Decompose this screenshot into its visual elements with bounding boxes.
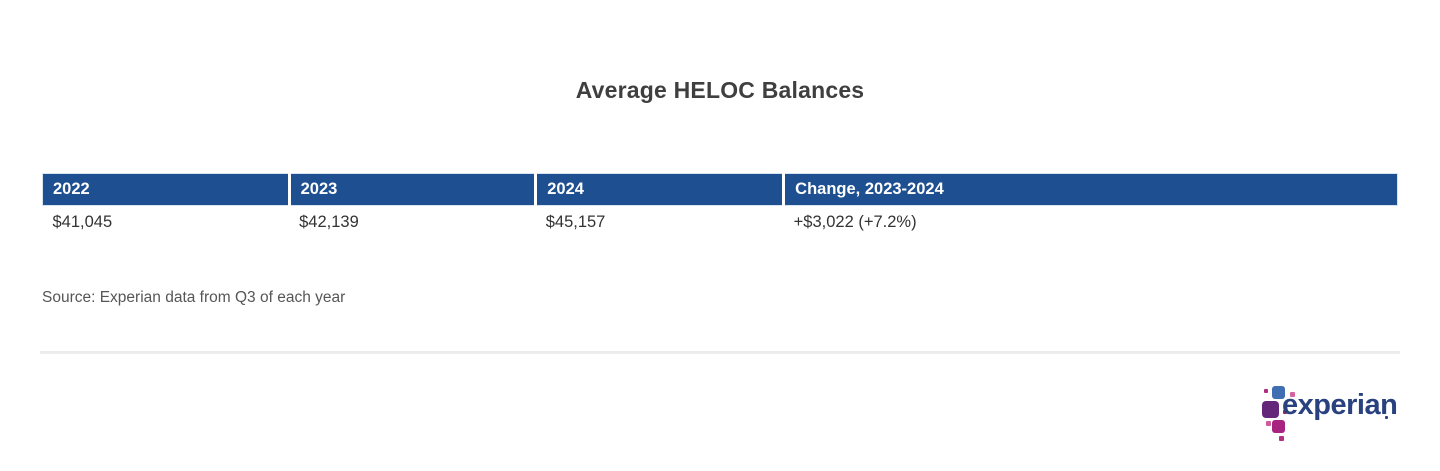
figure-title: Average HELOC Balances <box>575 77 865 103</box>
source-note: Source: Experian data from Q3 of each ye… <box>42 289 346 306</box>
balance-2023: $42,139 <box>289 205 536 239</box>
column-header-change: Change, 2023-2024 <box>783 173 1398 206</box>
balance-2022: $41,045 <box>42 205 290 239</box>
heloc-balances-table: 2022 2023 2024 Change, 2023-2024 $41,045… <box>42 173 1398 239</box>
logo-square-dot-bottom <box>1279 436 1284 441</box>
experian-logo: experian <box>1259 383 1398 441</box>
balance-change: +$3,022 (+7.2%) <box>783 205 1398 239</box>
logo-square-dot-middle <box>1283 410 1287 414</box>
experian-wordmark: experian <box>1282 389 1398 421</box>
experian-logo-squares-icon <box>1259 383 1299 441</box>
column-header-2022: 2022 <box>42 173 291 206</box>
trademark-dot-icon <box>1385 416 1388 419</box>
logo-square-dot-top-left <box>1264 389 1268 393</box>
logo-square-blue <box>1272 386 1285 399</box>
logo-square-magenta <box>1272 420 1285 433</box>
logo-square-dot-top-right <box>1290 392 1295 397</box>
divider-line <box>40 351 1400 354</box>
logo-square-dot-bottom-left <box>1266 421 1271 426</box>
table-row: $41,045 $42,139 $45,157 +$3,022 (+7.2%) <box>42 205 1398 239</box>
column-header-2023: 2023 <box>289 173 538 206</box>
table-header-row: 2022 2023 2024 Change, 2023-2024 <box>42 173 1398 206</box>
logo-square-purple <box>1262 401 1279 418</box>
balance-2024: $45,157 <box>535 205 784 239</box>
column-header-2024: 2024 <box>535 173 786 206</box>
